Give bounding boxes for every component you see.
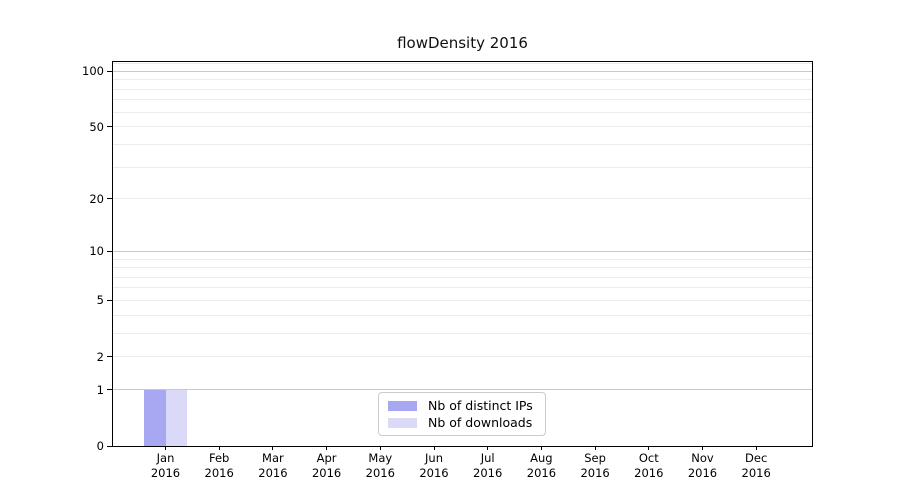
x-tick-month: Apr (316, 451, 337, 465)
x-tick-month: Nov (691, 451, 714, 465)
y-tick-label: 100 (82, 64, 104, 79)
x-tick-month: Jul (480, 451, 495, 465)
gridline-minor (113, 88, 812, 90)
x-tick-month: Sep (584, 451, 606, 465)
gridline-minor (113, 79, 812, 81)
x-tick-year: 2016 (687, 466, 718, 480)
gridline-minor (113, 99, 812, 101)
x-tick-mark (379, 446, 381, 450)
x-tick-label: Oct 2016 (617, 451, 681, 481)
legend-label-downloads: Nb of downloads (428, 415, 533, 430)
x-tick-year: 2016 (150, 466, 181, 480)
x-tick-year: 2016 (741, 466, 771, 480)
gridline-minor (113, 276, 812, 278)
x-tick-month: Dec (745, 451, 768, 465)
x-tick-label: Mar 2016 (241, 451, 305, 481)
y-tick-mark (107, 299, 113, 301)
x-tick-mark (326, 446, 328, 450)
x-tick-year: 2016 (258, 466, 288, 480)
gridline-major (113, 389, 812, 391)
x-tick-year: 2016 (311, 466, 342, 480)
x-tick-label: Dec 2016 (724, 451, 788, 481)
y-tick-mark (107, 445, 113, 447)
legend-swatch-distinct-ips (388, 400, 417, 411)
x-tick-mark (272, 446, 274, 450)
x-tick-month: Jun (425, 451, 443, 465)
x-tick-month: Feb (209, 451, 230, 465)
x-tick-label: May 2016 (348, 451, 412, 481)
x-tick-year: 2016 (526, 466, 557, 480)
gridline-minor (113, 299, 812, 301)
y-tick-label: 5 (96, 293, 104, 308)
x-tick-mark (648, 446, 650, 450)
x-tick-label: Jan 2016 (134, 451, 198, 481)
gridline-minor (113, 198, 812, 200)
gridline-minor (113, 166, 812, 168)
x-tick-label: Sep 2016 (563, 451, 627, 481)
x-tick-year: 2016 (365, 466, 395, 480)
legend-swatch-downloads (388, 417, 417, 428)
x-tick-label: Feb 2016 (187, 451, 251, 481)
x-tick-month: Mar (262, 451, 284, 465)
legend-label-distinct-ips: Nb of distinct IPs (428, 398, 533, 413)
x-tick-mark (594, 446, 596, 450)
x-tick-year: 2016 (634, 466, 664, 480)
legend-item-distinct-ips: Nb of distinct IPs (388, 398, 536, 413)
x-tick-month: Jan (156, 451, 175, 465)
y-tick-mark (107, 356, 113, 358)
x-tick-mark (165, 446, 166, 450)
y-tick-mark (107, 70, 113, 72)
x-tick-label: Jul 2016 (456, 451, 520, 481)
bar-downloads (165, 389, 187, 446)
plot-area (112, 61, 813, 447)
legend-item-downloads: Nb of downloads (388, 415, 536, 430)
x-tick-mark (218, 446, 220, 450)
gridline-minor (113, 63, 812, 65)
y-tick-label: 0 (96, 439, 104, 453)
y-tick-mark (107, 389, 113, 391)
x-tick-mark (433, 446, 435, 450)
y-tick-label: 1 (96, 382, 104, 397)
x-tick-label: Apr 2016 (295, 451, 359, 481)
x-tick-label: Aug 2016 (509, 451, 573, 481)
x-tick-month: Oct (638, 451, 659, 465)
x-tick-mark (540, 446, 542, 450)
y-tick-label: 50 (89, 119, 104, 134)
gridline-minor (113, 356, 812, 358)
legend: Nb of distinct IPs Nb of downloads (378, 392, 546, 436)
gridline-minor (113, 287, 812, 289)
gridline-minor (113, 267, 812, 269)
chart-title: flowDensity 2016 (397, 34, 528, 52)
x-tick-mark (487, 446, 489, 450)
x-tick-year: 2016 (473, 466, 503, 480)
gridline-minor (113, 314, 812, 316)
y-tick-label: 20 (89, 191, 104, 206)
y-tick-label: 10 (89, 244, 104, 259)
x-tick-label: Nov 2016 (671, 451, 735, 481)
x-tick-year: 2016 (204, 466, 234, 480)
x-tick-mark (702, 446, 703, 450)
x-tick-month: Aug (530, 451, 553, 465)
y-tick-mark (107, 126, 113, 128)
bar-distinct-ips (144, 389, 166, 446)
gridline-minor (113, 258, 812, 260)
y-tick-mark (107, 250, 113, 252)
gridline-minor (113, 111, 812, 113)
x-tick-year: 2016 (419, 466, 449, 480)
gridline-major (113, 250, 812, 252)
y-tick-mark (107, 198, 113, 200)
gridline-minor (113, 332, 812, 334)
x-tick-year: 2016 (580, 466, 610, 480)
gridline-minor (113, 143, 812, 145)
y-tick-label: 2 (96, 349, 104, 364)
x-tick-mark (755, 446, 757, 450)
gridline-major (113, 70, 812, 72)
gridline-minor (113, 126, 812, 128)
x-tick-label: Jun 2016 (402, 451, 466, 481)
x-tick-month: May (368, 451, 393, 465)
